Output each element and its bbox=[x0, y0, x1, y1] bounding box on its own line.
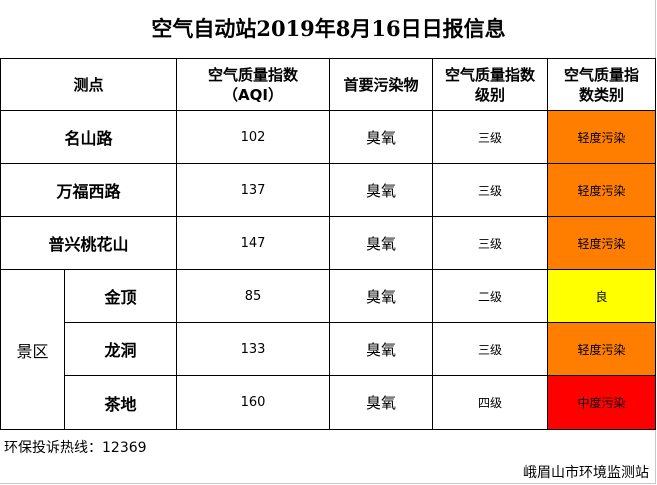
aqi-level: 三级 bbox=[432, 322, 548, 376]
aqi-category: 良 bbox=[547, 269, 656, 323]
header-aqi: 空气质量指数 （AQI） bbox=[176, 58, 330, 111]
aqi-level: 三级 bbox=[432, 216, 548, 270]
table-row: 景区 金顶 85 臭氧 二级 良 bbox=[0, 269, 656, 430]
station-name: 万福西路 bbox=[0, 163, 177, 217]
aqi-value: 160 bbox=[176, 375, 330, 430]
aqi-level: 三级 bbox=[432, 110, 548, 164]
primary-pollutant: 臭氧 bbox=[329, 110, 433, 164]
table-row: 茶地 160 臭氧 四级 中度污染 bbox=[1, 375, 656, 430]
primary-pollutant: 臭氧 bbox=[329, 216, 433, 270]
air-quality-table: 测点 空气质量指数 （AQI） 首要污染物 空气质量指数 级别 空气质量指 数类别 名… bbox=[0, 58, 656, 430]
aqi-value: 147 bbox=[176, 216, 330, 270]
header-category: 空气质量指 数类别 bbox=[547, 58, 656, 111]
aqi-level: 三级 bbox=[432, 163, 548, 217]
issuer-name: 峨眉山市环境监测站 bbox=[523, 465, 649, 481]
table-row: 龙洞 133 臭氧 三级 轻度污染 bbox=[1, 322, 656, 376]
header-row: 测点 空气质量指数 （AQI） 首要污染物 空气质量指数 级别 空气质量指 数类别 bbox=[0, 58, 656, 111]
station-name: 金顶 bbox=[64, 269, 177, 323]
page-title: 空气自动站2019年8月16日日报信息 bbox=[151, 16, 506, 41]
complaint-hotline: 环保投诉热线：12369 bbox=[4, 440, 147, 456]
header-pollutant: 首要污染物 bbox=[329, 58, 433, 111]
aqi-value: 137 bbox=[176, 163, 330, 217]
zone-label: 景区 bbox=[0, 269, 65, 430]
table-row: 名山路 102 臭氧 三级 轻度污染 bbox=[0, 110, 656, 164]
station-name: 茶地 bbox=[64, 375, 177, 430]
aqi-value: 85 bbox=[176, 269, 330, 323]
aqi-category: 中度污染 bbox=[547, 375, 656, 430]
aqi-category: 轻度污染 bbox=[547, 110, 656, 164]
station-name: 名山路 bbox=[0, 110, 177, 164]
table-row: 普兴桃花山 147 臭氧 三级 轻度污染 bbox=[0, 216, 656, 270]
header-level: 空气质量指数 级别 bbox=[432, 58, 548, 111]
aqi-category: 轻度污染 bbox=[547, 163, 656, 217]
header-station: 测点 bbox=[0, 58, 177, 111]
aqi-value: 133 bbox=[176, 322, 330, 376]
station-name: 龙洞 bbox=[64, 322, 177, 376]
primary-pollutant: 臭氧 bbox=[329, 269, 433, 323]
aqi-level: 四级 bbox=[432, 375, 548, 430]
primary-pollutant: 臭氧 bbox=[329, 163, 433, 217]
aqi-category: 轻度污染 bbox=[547, 322, 656, 376]
primary-pollutant: 臭氧 bbox=[329, 322, 433, 376]
aqi-value: 102 bbox=[176, 110, 330, 164]
aqi-category: 轻度污染 bbox=[547, 216, 656, 270]
station-name: 普兴桃花山 bbox=[0, 216, 177, 270]
table-row: 万福西路 137 臭氧 三级 轻度污染 bbox=[0, 163, 656, 217]
primary-pollutant: 臭氧 bbox=[329, 375, 433, 430]
aqi-level: 二级 bbox=[432, 269, 548, 323]
